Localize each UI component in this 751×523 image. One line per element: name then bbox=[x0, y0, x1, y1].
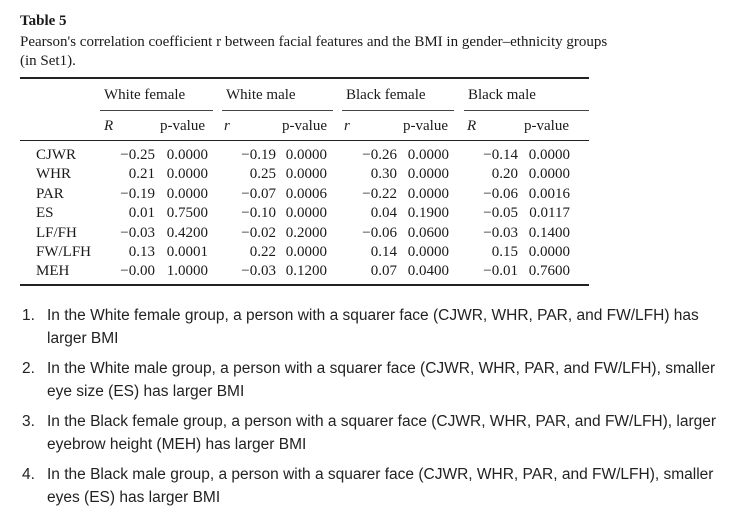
table-cell: 0.0000 bbox=[285, 244, 327, 260]
group-header-white-male: White male bbox=[226, 87, 296, 103]
table-cell: 0.0000 bbox=[407, 147, 449, 163]
table-top-rule bbox=[20, 77, 589, 79]
table-cell: −0.06 bbox=[483, 185, 518, 202]
table-cell: 0.0117 bbox=[529, 205, 570, 222]
table-cell: 0.21 bbox=[128, 166, 155, 183]
list-item-text: In the Black male group, a person with a… bbox=[47, 466, 714, 506]
table-mid-rule bbox=[20, 140, 589, 141]
group-rule-black-male bbox=[464, 110, 589, 111]
table-cell: −0.05 bbox=[483, 205, 518, 222]
list-item: 4. In the Black male group, a person wit… bbox=[22, 463, 742, 509]
table-cell: 0.2000 bbox=[285, 224, 327, 241]
table-cell: 0.1900 bbox=[407, 205, 449, 222]
table-cell: 0.22 bbox=[249, 244, 276, 260]
table-cell: −0.03 bbox=[120, 224, 155, 241]
table-cell: 0.0000 bbox=[407, 244, 449, 260]
table-row-feature: FW/LFH bbox=[36, 244, 92, 260]
table-cell: 0.0006 bbox=[285, 185, 327, 202]
list-item-text: In the Black female group, a person with… bbox=[47, 413, 717, 453]
table-row-feature: WHR bbox=[36, 166, 71, 183]
subheader-r-white-male: r bbox=[224, 118, 230, 134]
table-row-feature: ES bbox=[36, 205, 54, 222]
subheader-p-value-white-male: p-value bbox=[282, 118, 327, 134]
group-rule-white-female bbox=[100, 110, 213, 111]
table-caption: Pearson's correlation coefficient r betw… bbox=[20, 34, 608, 69]
table-cell: −0.00 bbox=[120, 263, 155, 280]
table-cell: 0.1400 bbox=[528, 224, 570, 241]
table-row-feature: PAR bbox=[36, 185, 64, 202]
table-row-feature: LF/FH bbox=[36, 224, 77, 241]
table-cell: 0.30 bbox=[370, 166, 397, 183]
table-cell: 0.04 bbox=[370, 205, 397, 222]
table-cell: 0.1200 bbox=[285, 263, 327, 280]
table-cell: −0.14 bbox=[483, 147, 518, 163]
table-cell: 0.0001 bbox=[166, 244, 208, 260]
table-cell: 0.15 bbox=[491, 244, 518, 260]
list-item: 1. In the White female group, a person w… bbox=[22, 304, 742, 350]
table-cell: 0.07 bbox=[370, 263, 397, 280]
group-header-black-female: Black female bbox=[346, 87, 426, 103]
table-cell: −0.19 bbox=[241, 147, 276, 163]
table-cell: 0.0000 bbox=[166, 185, 208, 202]
group-header-white-female: White female bbox=[104, 87, 186, 103]
table-cell: −0.06 bbox=[362, 224, 397, 241]
list-item-text: In the White male group, a person with a… bbox=[47, 360, 716, 400]
table-cell: 0.14 bbox=[370, 244, 397, 260]
table-cell: 1.0000 bbox=[166, 263, 208, 280]
table-cell: 0.0000 bbox=[528, 147, 570, 163]
list-item: 3. In the Black female group, a person w… bbox=[22, 410, 742, 456]
subheader-p-value-white-female: p-value bbox=[160, 118, 205, 134]
table-cell: 0.0000 bbox=[528, 244, 570, 260]
table-cell: −0.03 bbox=[241, 263, 276, 280]
table-cell: −0.01 bbox=[483, 263, 518, 280]
table-bottom-rule bbox=[20, 284, 589, 286]
subheader-p-value-black-male: p-value bbox=[524, 118, 569, 134]
list-item-number: 2. bbox=[22, 360, 35, 377]
table-cell: 0.7500 bbox=[166, 205, 208, 222]
list-item-text: In the White female group, a person with… bbox=[47, 307, 699, 347]
table-cell: −0.22 bbox=[362, 185, 397, 202]
table-row-feature: CJWR bbox=[36, 147, 77, 163]
subheader-r-white-female: R bbox=[104, 118, 114, 134]
table-cell: 0.20 bbox=[491, 166, 518, 183]
table-cell: 0.0000 bbox=[407, 185, 449, 202]
subheader-p-value-black-female: p-value bbox=[403, 118, 448, 134]
table-row-feature: MEH bbox=[36, 263, 70, 280]
table-cell: −0.26 bbox=[362, 147, 397, 163]
table-cell: 0.0000 bbox=[285, 166, 327, 183]
table-label: Table 5 bbox=[20, 13, 67, 29]
table-cell: 0.0000 bbox=[166, 147, 208, 163]
group-header-black-male: Black male bbox=[468, 87, 536, 103]
table-cell: 0.0000 bbox=[407, 166, 449, 183]
table-cell: 0.25 bbox=[249, 166, 276, 183]
list-item-number: 3. bbox=[22, 413, 35, 430]
subheader-r-black-female: r bbox=[344, 118, 350, 134]
findings-list: 1. In the White female group, a person w… bbox=[22, 304, 742, 516]
group-rule-white-male bbox=[222, 110, 333, 111]
list-item: 2. In the White male group, a person wit… bbox=[22, 357, 742, 403]
list-item-number: 4. bbox=[22, 466, 35, 483]
table-cell: 0.0000 bbox=[285, 205, 327, 222]
subheader-r-black-male: R bbox=[467, 118, 477, 134]
table-cell: 0.0016 bbox=[528, 185, 570, 202]
table-cell: 0.0000 bbox=[166, 166, 208, 183]
table-cell: 0.13 bbox=[128, 244, 155, 260]
table-cell: 0.0000 bbox=[285, 147, 327, 163]
table-cell: −0.19 bbox=[120, 185, 155, 202]
table-cell: −0.25 bbox=[120, 147, 155, 163]
list-item-number: 1. bbox=[22, 307, 35, 324]
group-rule-black-female bbox=[342, 110, 454, 111]
table-cell: 0.0000 bbox=[528, 166, 570, 183]
table-cell: 0.4200 bbox=[166, 224, 208, 241]
table-cell: 0.01 bbox=[128, 205, 155, 222]
table-cell: −0.07 bbox=[241, 185, 276, 202]
table-cell: −0.02 bbox=[241, 224, 276, 241]
table-cell: 0.7600 bbox=[528, 263, 570, 280]
table-cell: −0.10 bbox=[241, 205, 276, 222]
table-cell: 0.0600 bbox=[407, 224, 449, 241]
table-cell: 0.0400 bbox=[407, 263, 449, 280]
table-cell: −0.03 bbox=[483, 224, 518, 241]
